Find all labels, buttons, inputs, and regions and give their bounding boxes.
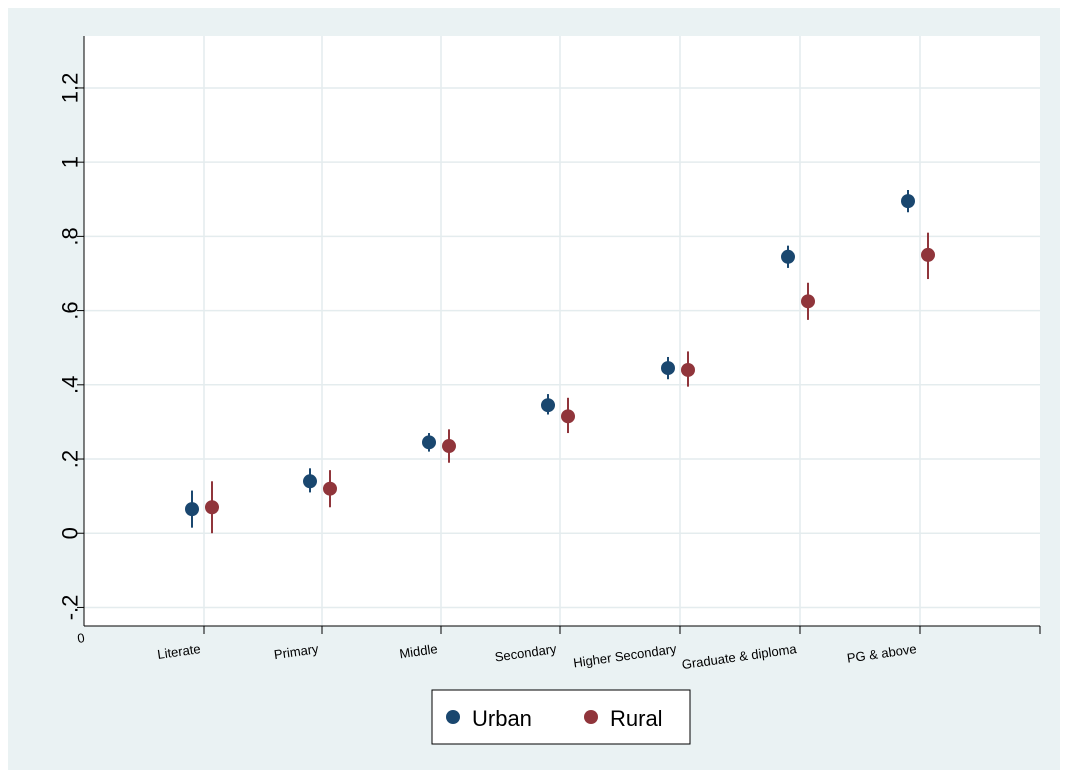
point-rural [681, 362, 695, 377]
x-tick-label: PG & above [846, 641, 918, 666]
legend-marker-rural [584, 710, 598, 724]
point-rural [442, 439, 456, 454]
plot-area [84, 36, 1040, 626]
x-tick-label: Graduate & diploma [681, 641, 798, 672]
gridlines [84, 36, 1040, 626]
legend-label-urban: Urban [472, 706, 532, 731]
x-tick-label: Middle [398, 641, 438, 661]
x-tick-label: Higher Secondary [572, 641, 678, 670]
legend-marker-urban [446, 710, 460, 724]
axes: 0 [76, 36, 1041, 646]
y-tick-label: 0 [58, 527, 83, 539]
y-tick-label: .4 [58, 376, 83, 394]
point-urban [303, 474, 317, 489]
point-urban [781, 249, 795, 264]
point-urban [185, 502, 199, 517]
point-urban [541, 398, 555, 413]
y-tick-label: 1 [58, 156, 83, 168]
y-tick-label: .2 [58, 450, 83, 468]
y-tick-label: .8 [58, 227, 83, 245]
point-rural [561, 409, 575, 424]
x-tick-label: Secondary [494, 641, 558, 665]
point-rural [323, 481, 337, 496]
legend-box [431, 689, 691, 745]
legend-label-rural: Rural [610, 706, 663, 731]
x-axis-ticks: Literate Primary Middle Secondary Higher Sec… [156, 626, 921, 672]
y-axis-ticks: -.2 0 .2 .4 .6 .8 1 1.2 [58, 73, 84, 621]
point-rural [205, 500, 219, 515]
data-points [185, 194, 935, 517]
point-urban [422, 435, 436, 450]
point-rural [921, 247, 935, 262]
y-tick-label: .6 [58, 301, 83, 319]
point-urban [901, 194, 915, 209]
y-tick-label: -.2 [58, 595, 83, 621]
x-tick-label: Literate [156, 641, 201, 662]
point-urban [661, 361, 675, 376]
point-rural [801, 294, 815, 309]
legend: Urban Rural [431, 689, 691, 745]
x-axis-start-label: 0 [76, 630, 85, 646]
x-tick-label: Primary [273, 641, 320, 662]
y-tick-label: 1.2 [58, 73, 83, 104]
